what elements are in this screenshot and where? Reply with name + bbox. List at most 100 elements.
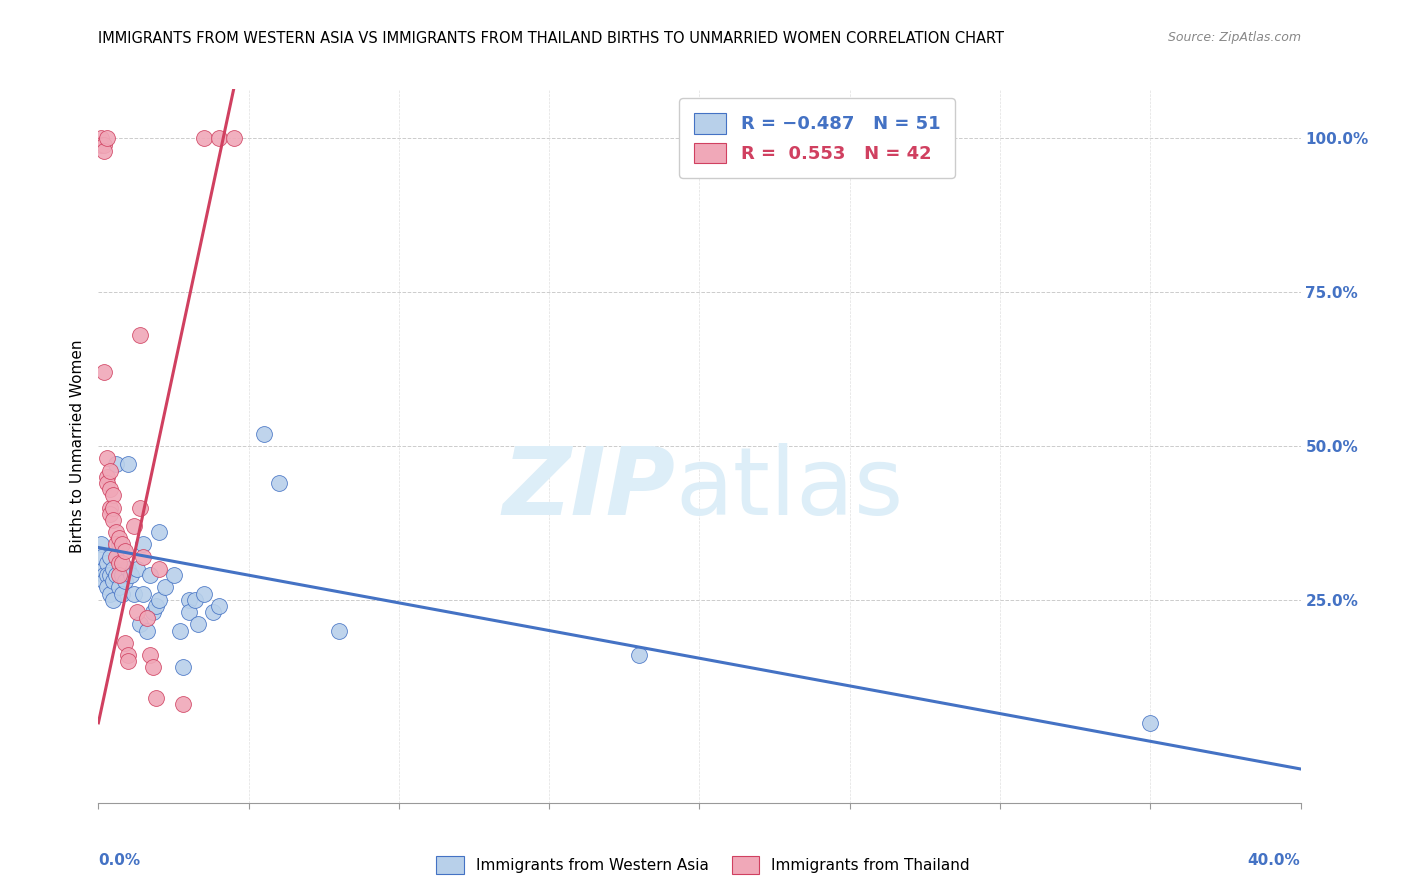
Point	[111, 556, 134, 570]
Point	[100, 507, 122, 521]
Point	[108, 537, 131, 551]
Point	[145, 599, 167, 613]
Point	[172, 660, 194, 674]
Point	[93, 574, 115, 589]
Point	[135, 611, 157, 625]
Point	[138, 568, 160, 582]
Point	[208, 599, 231, 613]
Text: ZIP: ZIP	[502, 442, 675, 535]
Point	[114, 543, 136, 558]
Point	[90, 131, 112, 145]
Point	[172, 698, 194, 712]
Point	[105, 458, 128, 472]
Point	[145, 691, 167, 706]
Point	[100, 587, 122, 601]
Point	[93, 562, 115, 576]
Point	[111, 568, 134, 582]
Point	[132, 549, 155, 564]
Point	[103, 513, 125, 527]
Point	[141, 605, 163, 619]
Point	[169, 624, 191, 638]
Text: 0.0%: 0.0%	[98, 853, 141, 868]
Point	[103, 574, 125, 589]
Legend: Immigrants from Western Asia, Immigrants from Thailand: Immigrants from Western Asia, Immigrants…	[430, 850, 976, 880]
Point	[114, 574, 136, 589]
Point	[117, 458, 139, 472]
Point	[129, 500, 152, 515]
Point	[108, 568, 131, 582]
Point	[117, 562, 139, 576]
Point	[117, 654, 139, 668]
Point	[132, 587, 155, 601]
Point	[628, 648, 651, 662]
Point	[103, 592, 125, 607]
Point	[93, 137, 115, 152]
Point	[100, 500, 122, 515]
Point	[108, 531, 131, 545]
Point	[153, 581, 176, 595]
Point	[138, 648, 160, 662]
Point	[100, 568, 122, 582]
Point	[117, 648, 139, 662]
Point	[127, 562, 149, 576]
Point	[90, 537, 112, 551]
Point	[96, 475, 118, 490]
Text: atlas: atlas	[675, 442, 904, 535]
Point	[103, 500, 125, 515]
Point	[141, 660, 163, 674]
Point	[96, 568, 118, 582]
Text: Source: ZipAtlas.com: Source: ZipAtlas.com	[1167, 31, 1301, 45]
Point	[124, 587, 146, 601]
Point	[253, 426, 276, 441]
Point	[193, 131, 215, 145]
Point	[187, 617, 209, 632]
Point	[105, 568, 128, 582]
Point	[129, 617, 152, 632]
Point	[90, 137, 112, 152]
Point	[105, 537, 128, 551]
Point	[208, 131, 231, 145]
Point	[193, 587, 215, 601]
Point	[111, 537, 134, 551]
Point	[1139, 715, 1161, 730]
Point	[100, 549, 122, 564]
Point	[93, 568, 115, 582]
Point	[124, 519, 146, 533]
Point	[111, 587, 134, 601]
Point	[90, 549, 112, 564]
Point	[328, 624, 350, 638]
Point	[162, 568, 184, 582]
Point	[135, 624, 157, 638]
Point	[267, 475, 290, 490]
Point	[183, 592, 205, 607]
Text: 40.0%: 40.0%	[1247, 853, 1301, 868]
Point	[103, 488, 125, 502]
Text: IMMIGRANTS FROM WESTERN ASIA VS IMMIGRANTS FROM THAILAND BIRTHS TO UNMARRIED WOM: IMMIGRANTS FROM WESTERN ASIA VS IMMIGRAN…	[98, 31, 1004, 46]
Point	[177, 605, 200, 619]
Y-axis label: Births to Unmarried Women: Births to Unmarried Women	[69, 339, 84, 553]
Point	[105, 525, 128, 540]
Point	[177, 592, 200, 607]
Point	[114, 636, 136, 650]
Point	[222, 131, 245, 145]
Point	[201, 605, 224, 619]
Point	[121, 568, 143, 582]
Point	[127, 605, 149, 619]
Point	[129, 328, 152, 343]
Point	[93, 365, 115, 379]
Point	[148, 525, 170, 540]
Point	[100, 464, 122, 478]
Point	[105, 549, 128, 564]
Point	[100, 482, 122, 496]
Point	[96, 131, 118, 145]
Point	[96, 581, 118, 595]
Legend: R = −0.487   N = 51, R =  0.553   N = 42: R = −0.487 N = 51, R = 0.553 N = 42	[679, 98, 955, 178]
Point	[148, 592, 170, 607]
Point	[93, 144, 115, 158]
Point	[148, 562, 170, 576]
Point	[96, 451, 118, 466]
Point	[96, 469, 118, 483]
Point	[103, 562, 125, 576]
Point	[96, 556, 118, 570]
Point	[108, 581, 131, 595]
